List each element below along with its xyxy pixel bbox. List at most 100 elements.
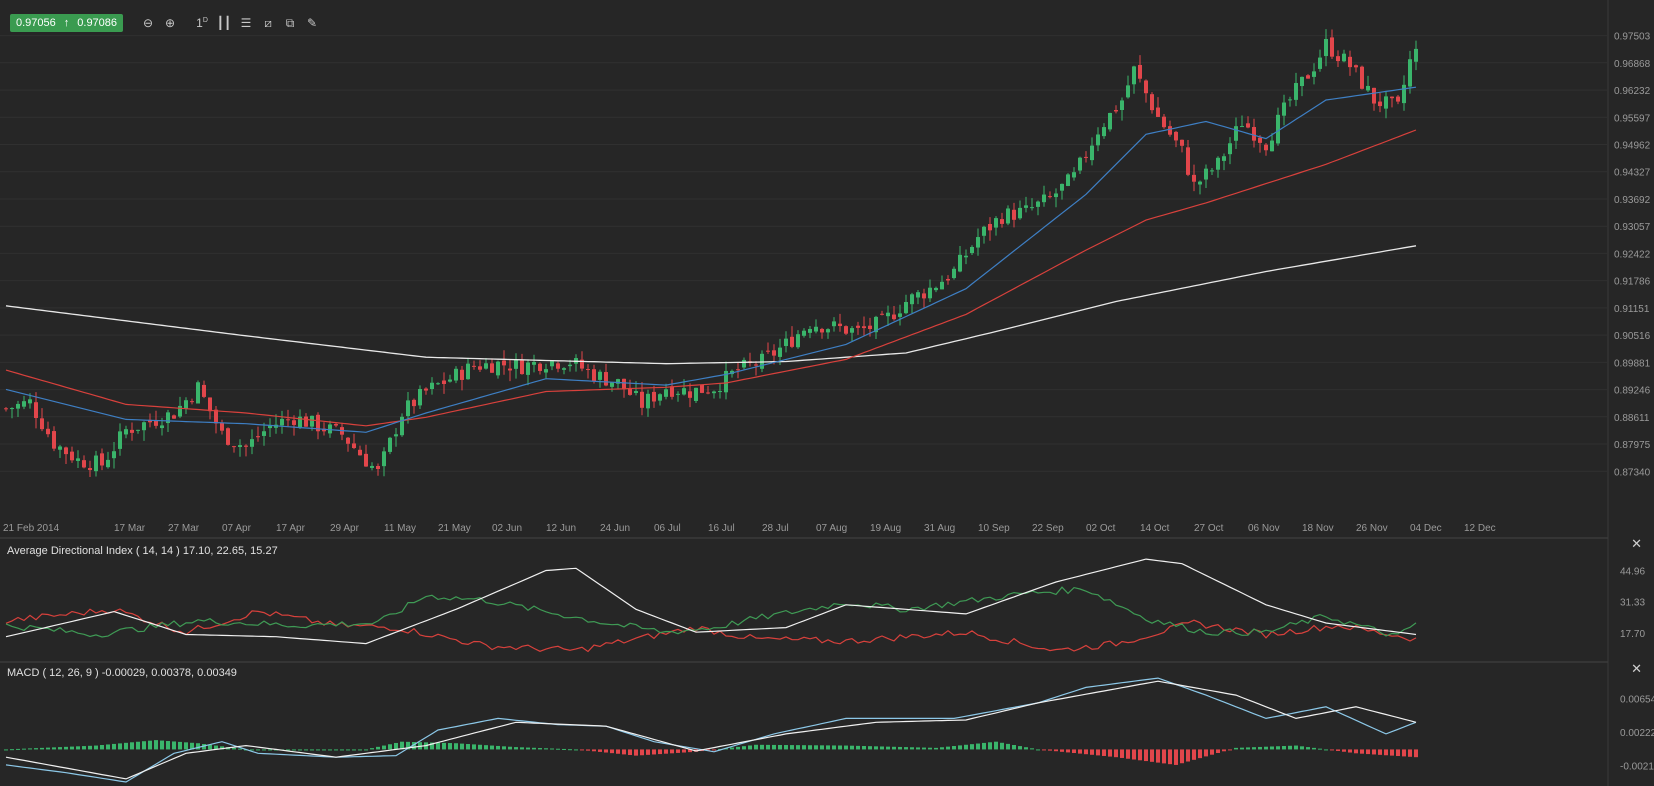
candle [982,226,986,236]
candle [1054,193,1058,198]
macd-histogram-bar [364,749,368,751]
macd-histogram-bar [472,744,476,750]
candle [250,439,254,447]
macd-histogram-bar [862,746,866,750]
zoom-in-icon[interactable]: ⊕ [165,16,176,30]
indicators-icon[interactable]: ☰ [240,16,252,30]
candle [1336,56,1340,62]
candle [124,429,128,435]
candle [1072,172,1076,178]
chart-type-icon[interactable]: ⧄ [264,15,272,30]
candle [652,391,656,402]
candles-icon[interactable]: ┃┃ [216,16,232,30]
price-box[interactable]: 0.97056 ↑ 0.97086 [10,14,124,32]
candle [352,443,356,449]
macd-histogram-bar [1102,749,1106,756]
macd-histogram-bar [1006,743,1010,750]
candle [364,453,368,467]
macd-histogram-bar [898,746,902,750]
macd-histogram-bar [1222,749,1226,752]
candle [838,323,842,327]
x-tick-label: 17 Apr [276,523,306,534]
macd-histogram-bar [640,749,644,756]
y-tick-label: 0.93057 [1614,222,1651,233]
macd-histogram-bar [376,746,380,750]
candle [940,281,944,290]
macd-histogram-bar [430,742,434,750]
macd-histogram-bar [172,741,176,750]
candle [844,326,848,334]
macd-histogram-bar [778,744,782,750]
macd-histogram-bar [1258,746,1262,750]
candle [1354,65,1358,68]
macd-histogram-bar [346,749,350,751]
macd-histogram-bar [1054,749,1058,752]
candle [322,428,326,432]
candle [448,379,452,382]
candle [1216,157,1220,170]
macd-histogram-bar [178,741,182,750]
candle [538,363,542,371]
draw-icon[interactable]: ✎ [307,16,318,30]
candle [1030,207,1034,209]
macd-histogram-bar [400,741,404,750]
macd-histogram-bar [1114,749,1118,758]
zoom-out-icon[interactable]: ⊖ [143,16,154,30]
candle [214,409,218,424]
macd-histogram-bar [1276,746,1280,750]
candle [358,449,362,456]
candle [178,405,182,417]
macd-histogram-bar [268,749,272,751]
candle [1078,157,1082,171]
macd-histogram-bar [754,744,758,750]
macd-histogram-bar [526,747,530,750]
macd-histogram-bar [1336,749,1340,751]
y-tick-label: 0.96868 [1614,59,1651,70]
y-tick-label: 0.96232 [1614,86,1651,97]
macd-histogram-bar [358,749,362,751]
x-tick-label: 11 May [384,523,416,534]
candle [772,350,776,356]
candle [1378,101,1382,107]
macd-histogram-bar [106,744,110,750]
y-tick-label: 0.91786 [1614,277,1651,288]
macd-histogram-bar [676,749,680,753]
y-tick-label: 0.97503 [1614,32,1651,43]
candle [592,369,596,382]
close-adx-icon[interactable]: ✕ [1631,536,1642,551]
macd-histogram-bar [1144,749,1148,762]
macd-histogram-bar [1018,746,1022,750]
candle [862,326,866,329]
copy-icon[interactable]: ⧉ [285,15,295,30]
macd-histogram-bar [334,749,338,751]
candle [868,325,872,330]
candle [520,360,524,375]
macd-title: MACD ( 12, 26, 9 ) -0.00029, 0.00378, 0.… [7,667,237,679]
macd-histogram-bar [1360,749,1364,754]
y-tick-label: 0.91151 [1614,304,1650,315]
macd-histogram-bar [1180,749,1184,764]
candle [514,359,518,369]
candle [994,218,998,228]
macd-histogram-bar [1330,749,1334,751]
candle [334,424,338,426]
close-macd-icon[interactable]: ✕ [1631,661,1642,676]
macd-histogram-bar [1150,749,1154,762]
candle [442,380,446,384]
macd-histogram-bar [772,744,776,750]
candle [1168,126,1172,135]
y-tick-label: 0.89246 [1614,386,1651,397]
macd-histogram-bar [1186,749,1190,762]
candle [832,321,836,327]
macd-histogram-bar [1162,749,1166,764]
macd-histogram-bar [550,748,554,750]
macd-histogram-bar [724,748,728,750]
macd-histogram-bar [52,747,56,750]
interval-icon[interactable]: 1D [196,16,208,30]
candle [1342,53,1346,62]
candle [1264,144,1268,151]
candle [106,459,110,468]
macd-histogram-bar [484,745,488,750]
macd-histogram-bar [610,749,614,754]
